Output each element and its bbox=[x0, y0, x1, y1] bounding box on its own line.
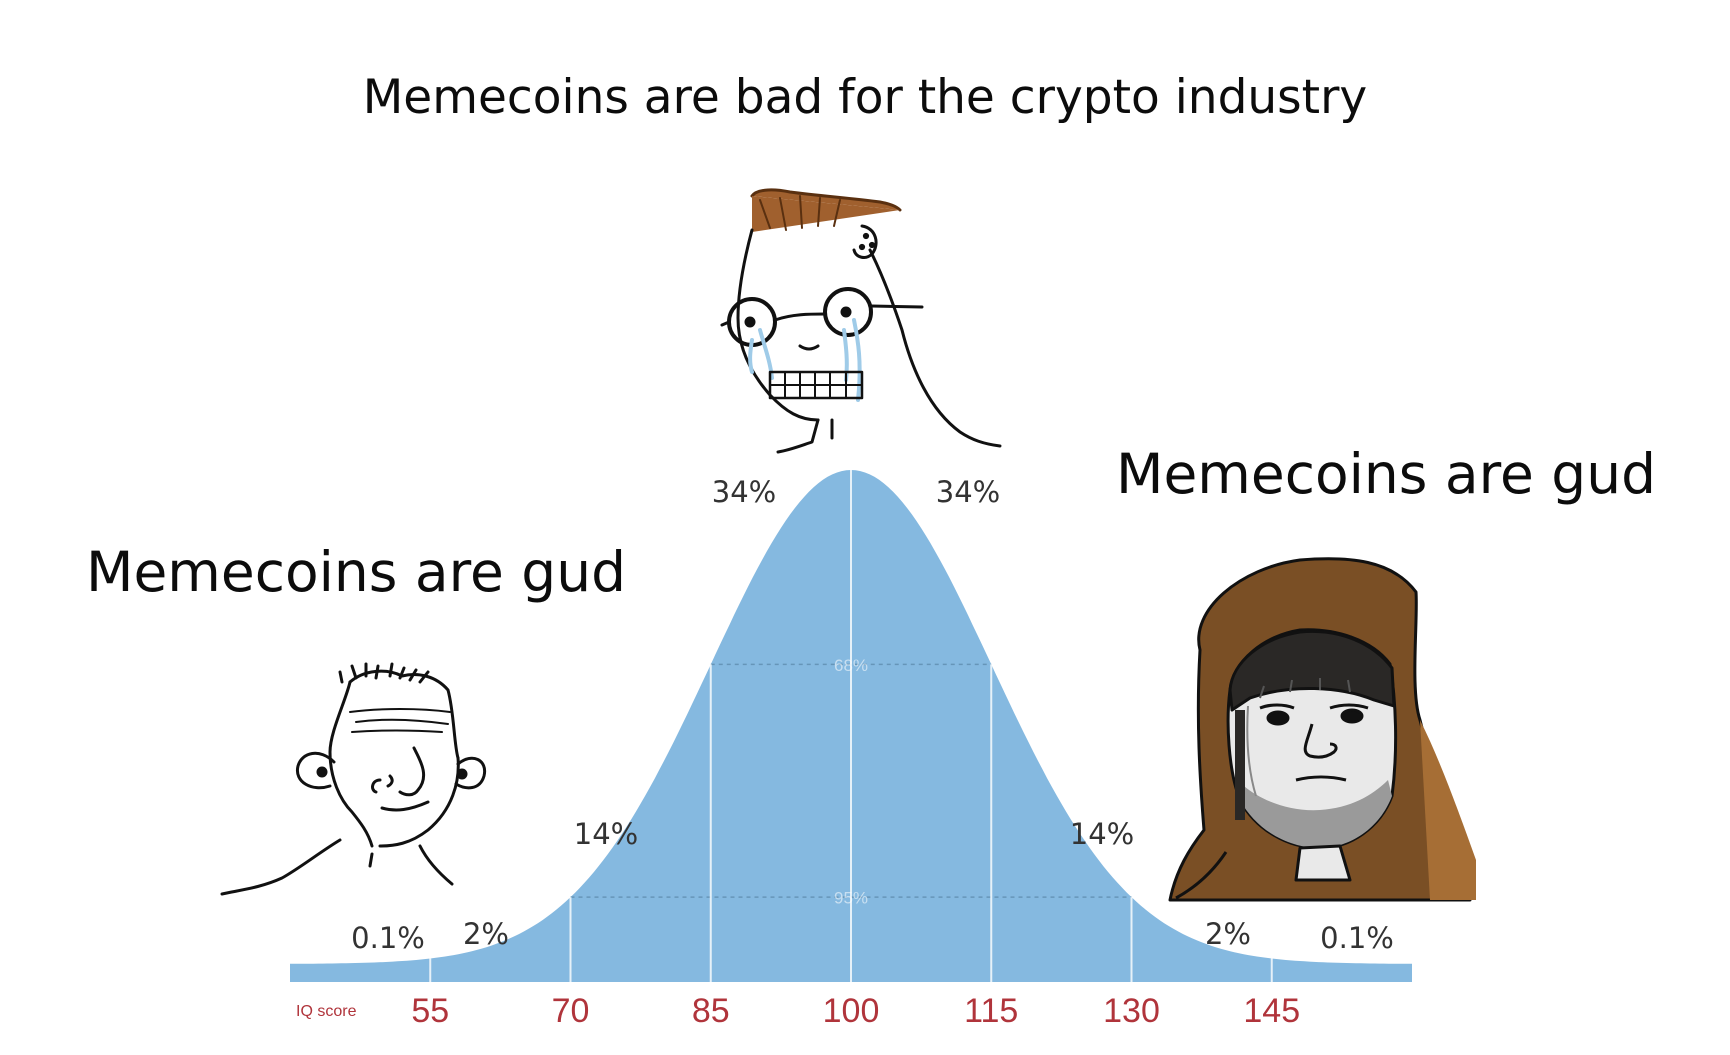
tick-label: 130 bbox=[1103, 992, 1160, 1030]
tick-label: 85 bbox=[692, 992, 730, 1030]
right-caption: Memecoins are gud bbox=[1116, 442, 1656, 506]
hooded-monk-wojak-icon bbox=[1168, 557, 1476, 902]
left-caption: Memecoins are gud bbox=[86, 540, 626, 604]
segment-percent-label: 2% bbox=[463, 917, 509, 951]
segment-percent-label: 0.1% bbox=[351, 921, 425, 955]
tick-label: 70 bbox=[552, 992, 590, 1030]
tick-label: 115 bbox=[964, 992, 1018, 1030]
segment-percent-label: 14% bbox=[574, 817, 638, 851]
segment-percent-label: 14% bbox=[1070, 817, 1134, 851]
segment-percent-label: 34% bbox=[936, 475, 1000, 509]
axis-label: IQ score bbox=[296, 1003, 357, 1020]
tick-label: 100 bbox=[823, 992, 880, 1030]
segment-percent-label: 2% bbox=[1205, 917, 1251, 951]
simpleton-wojak-icon bbox=[220, 662, 487, 896]
crying-nerd-wojak-icon bbox=[720, 188, 1002, 454]
tick-label: 145 bbox=[1243, 992, 1300, 1030]
tick-label: 55 bbox=[411, 992, 449, 1030]
segment-percent-label: 0.1% bbox=[1320, 921, 1394, 955]
segment-percent-label: 34% bbox=[712, 475, 776, 509]
meme-title: Memecoins are bad for the crypto industr… bbox=[362, 70, 1368, 125]
